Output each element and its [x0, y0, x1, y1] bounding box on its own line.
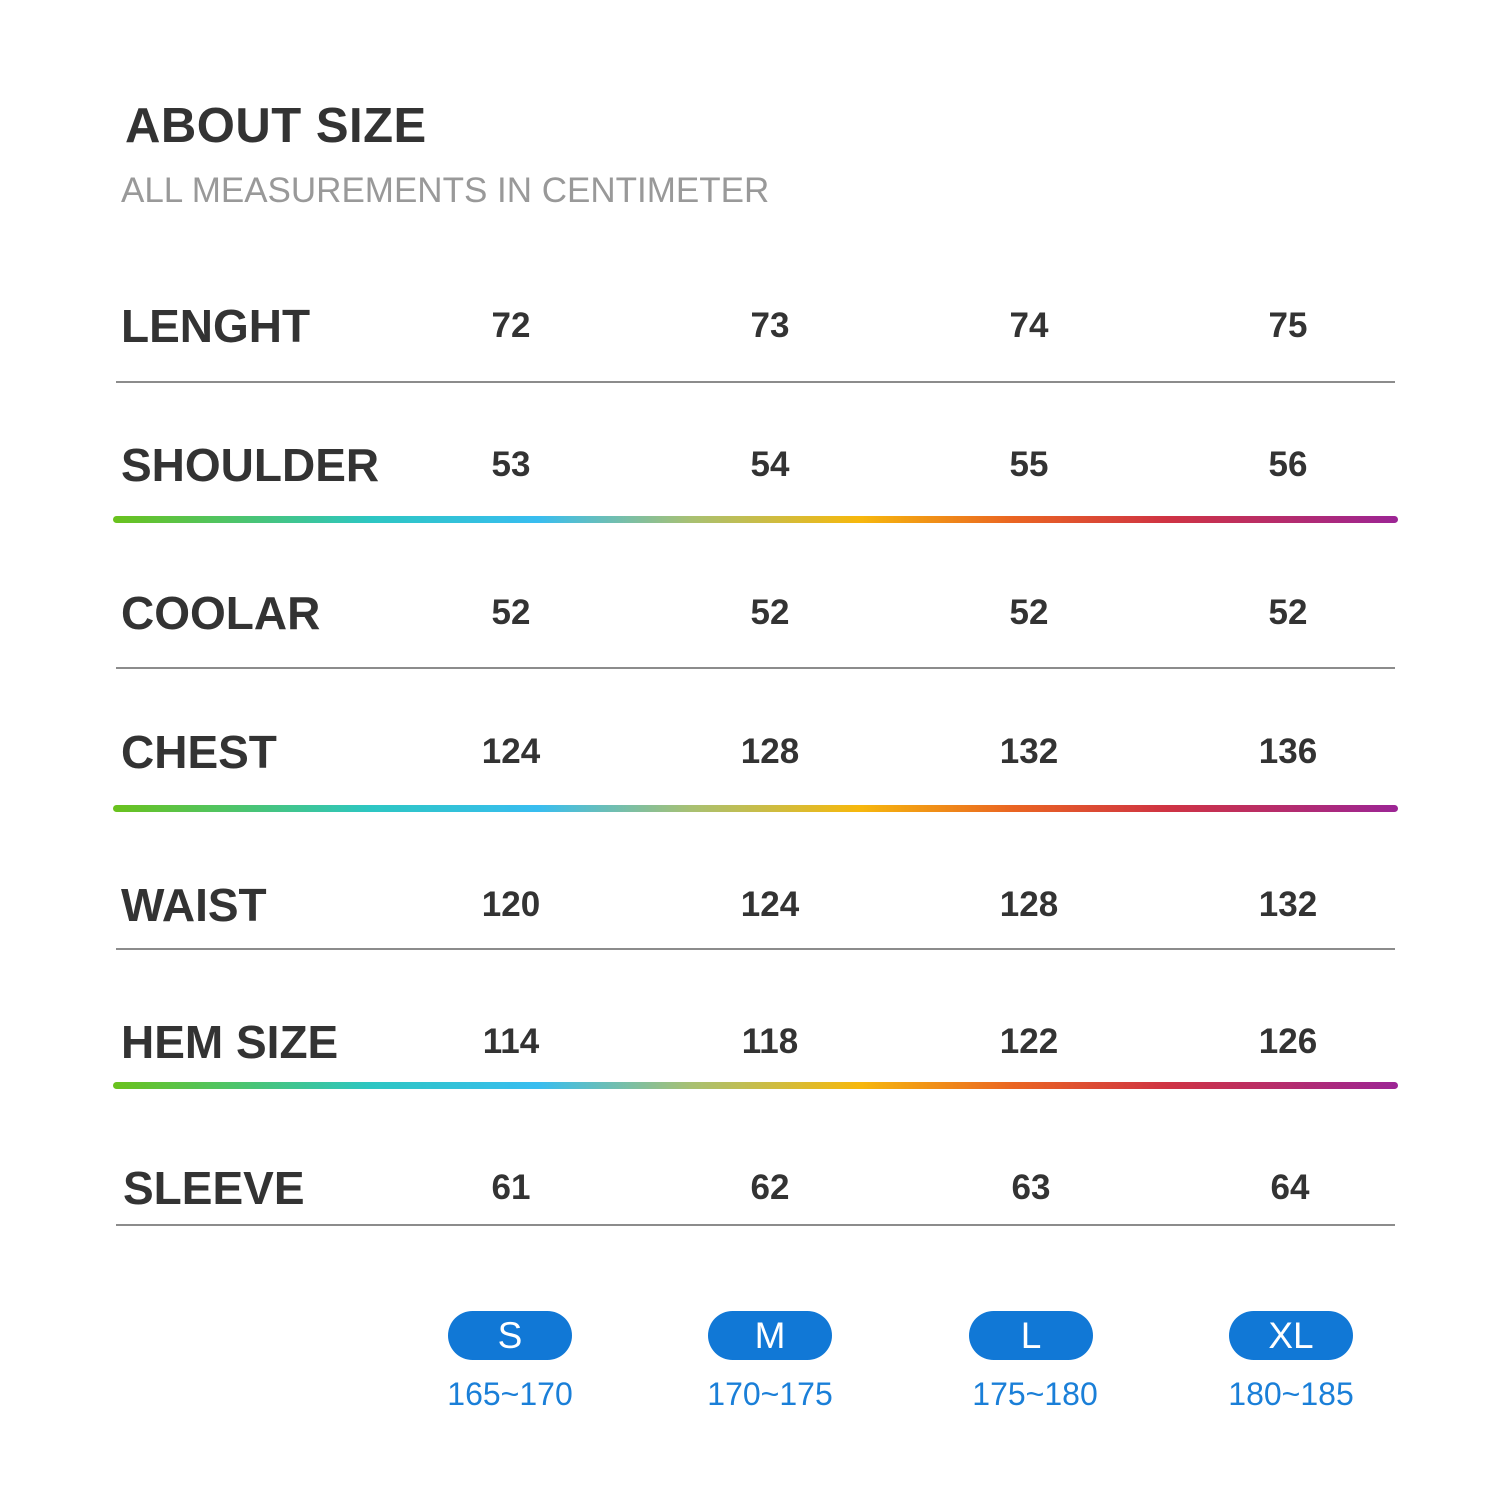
table-cell: 132	[999, 732, 1059, 771]
table-cell: 62	[750, 1168, 790, 1207]
table-cell: 56	[1268, 445, 1308, 484]
table-row: LENGHT 72 73 74 75	[0, 296, 1500, 356]
row-divider	[116, 381, 1395, 383]
table-row: SHOULDER 53 54 55 56	[0, 435, 1500, 495]
height-range-l: 175~180	[972, 1376, 1098, 1412]
rainbow-divider	[113, 516, 1398, 523]
table-cell: 73	[750, 306, 790, 345]
table-row: WAIST 120 124 128 132	[0, 875, 1500, 935]
table-cell: 128	[740, 732, 800, 771]
table-cell: 72	[491, 306, 531, 345]
table-cell: 124	[481, 732, 541, 771]
row-label: HEM SIZE	[121, 1016, 339, 1068]
table-cell: 52	[1268, 593, 1308, 632]
table-row: SLEEVE 61 62 63 64	[0, 1158, 1500, 1218]
table-cell: 63	[1011, 1168, 1051, 1207]
row-divider	[116, 667, 1395, 669]
height-range-s: 165~170	[447, 1376, 573, 1412]
size-badge-xl: XL	[1229, 1311, 1353, 1360]
table-cell: 54	[750, 445, 790, 484]
table-cell: 52	[491, 593, 531, 632]
table-cell: 74	[1009, 306, 1049, 345]
row-label: SLEEVE	[123, 1162, 305, 1214]
table-cell: 55	[1009, 445, 1049, 484]
table-cell: 136	[1258, 732, 1318, 771]
table-cell: 61	[491, 1168, 531, 1207]
table-cell: 52	[1009, 593, 1049, 632]
table-cell: 75	[1268, 306, 1308, 345]
height-range-m: 170~175	[707, 1376, 833, 1412]
table-cell: 126	[1258, 1022, 1318, 1061]
size-badge-l: L	[969, 1311, 1093, 1360]
table-cell: 52	[750, 593, 790, 632]
table-cell: 132	[1258, 885, 1318, 924]
table-cell: 128	[999, 885, 1059, 924]
rainbow-divider	[113, 805, 1398, 812]
row-label: LENGHT	[121, 300, 311, 352]
row-label: COOLAR	[121, 587, 321, 639]
subtitle: ALL MEASUREMENTS IN CENTIMETER	[121, 171, 770, 210]
row-divider	[116, 1224, 1395, 1226]
row-label: SHOULDER	[121, 439, 380, 491]
row-divider	[116, 948, 1395, 950]
table-row: HEM SIZE 114 118 122 126	[0, 1012, 1500, 1072]
table-cell: 124	[740, 885, 800, 924]
table-row: CHEST 124 128 132 136	[0, 722, 1500, 782]
height-range-xl: 180~185	[1228, 1376, 1354, 1412]
table-cell: 114	[482, 1022, 540, 1061]
table-cell: 120	[481, 885, 541, 924]
rainbow-divider	[113, 1082, 1398, 1089]
row-label: WAIST	[121, 879, 267, 931]
row-label: CHEST	[121, 726, 277, 778]
table-cell: 118	[741, 1022, 799, 1061]
table-cell: 122	[999, 1022, 1059, 1061]
size-badge-m: M	[708, 1311, 832, 1360]
size-badge-s: S	[448, 1311, 572, 1360]
table-cell: 64	[1270, 1168, 1310, 1207]
title: ABOUT SIZE	[125, 99, 427, 153]
table-row: COOLAR 52 52 52 52	[0, 583, 1500, 643]
table-cell: 53	[491, 445, 531, 484]
